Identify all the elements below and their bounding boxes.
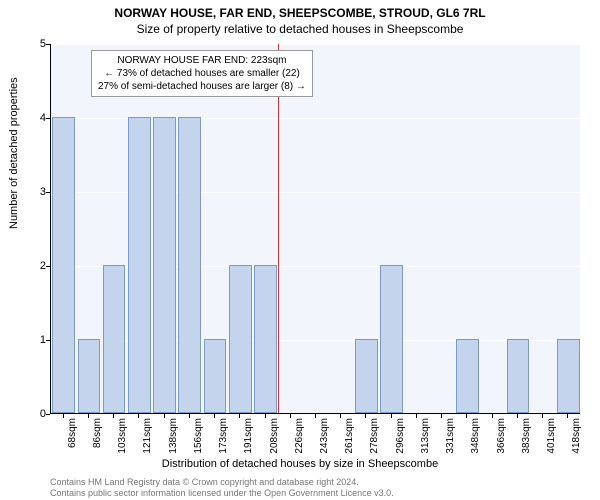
- x-tick-mark: [517, 414, 518, 418]
- callout-line1: NORWAY HOUSE FAR END: 223sqm: [98, 54, 306, 67]
- callout-box: NORWAY HOUSE FAR END: 223sqm ← 73% of de…: [91, 50, 313, 97]
- histogram-bar: [128, 117, 151, 413]
- x-tick-label: 296sqm: [395, 418, 406, 454]
- x-tick-mark: [63, 414, 64, 418]
- x-tick-mark: [290, 414, 291, 418]
- reference-line: [278, 44, 279, 413]
- x-tick-mark: [567, 414, 568, 418]
- x-tick-mark: [239, 414, 240, 418]
- x-tick-label: 138sqm: [168, 418, 179, 454]
- x-tick-label: 331sqm: [445, 418, 456, 454]
- x-tick-label: 103sqm: [117, 418, 128, 454]
- y-tick-mark: [46, 44, 50, 45]
- chart-subtitle: Size of property relative to detached ho…: [0, 22, 600, 36]
- property-size-chart: NORWAY HOUSE, FAR END, SHEEPSCOMBE, STRO…: [0, 0, 600, 500]
- y-tick-label: 4: [30, 112, 46, 124]
- x-tick-mark: [138, 414, 139, 418]
- y-tick-label: 3: [30, 186, 46, 198]
- histogram-bar: [229, 265, 252, 413]
- x-tick-mark: [391, 414, 392, 418]
- x-tick-mark: [340, 414, 341, 418]
- x-tick-label: 68sqm: [67, 418, 78, 448]
- y-tick-mark: [46, 192, 50, 193]
- x-tick-label: 261sqm: [344, 418, 355, 454]
- histogram-bar: [103, 265, 126, 413]
- x-tick-label: 121sqm: [142, 418, 153, 454]
- x-tick-mark: [441, 414, 442, 418]
- x-tick-mark: [189, 414, 190, 418]
- x-tick-label: 156sqm: [193, 418, 204, 454]
- x-tick-mark: [416, 414, 417, 418]
- x-tick-mark: [542, 414, 543, 418]
- callout-line3: 27% of semi-detached houses are larger (…: [98, 80, 306, 93]
- x-tick-label: 401sqm: [546, 418, 557, 454]
- histogram-bar: [153, 117, 176, 413]
- y-tick-label: 1: [30, 334, 46, 346]
- x-tick-mark: [365, 414, 366, 418]
- x-tick-mark: [265, 414, 266, 418]
- x-tick-label: 86sqm: [92, 418, 103, 448]
- x-tick-label: 226sqm: [294, 418, 305, 454]
- histogram-bar: [204, 339, 227, 413]
- x-axis-label: Distribution of detached houses by size …: [0, 458, 600, 470]
- x-tick-mark: [88, 414, 89, 418]
- histogram-bar: [254, 265, 277, 413]
- callout-line2: ← 73% of detached houses are smaller (22…: [98, 67, 306, 80]
- x-tick-label: 191sqm: [243, 418, 254, 454]
- histogram-bar: [507, 339, 530, 413]
- histogram-bar: [456, 339, 479, 413]
- x-tick-label: 173sqm: [218, 418, 229, 454]
- histogram-bar: [178, 117, 201, 413]
- chart-title-address: NORWAY HOUSE, FAR END, SHEEPSCOMBE, STRO…: [0, 6, 600, 20]
- x-tick-mark: [214, 414, 215, 418]
- histogram-bar: [557, 339, 580, 413]
- x-tick-label: 313sqm: [420, 418, 431, 454]
- footer-line1: Contains HM Land Registry data © Crown c…: [50, 477, 394, 488]
- x-tick-mark: [492, 414, 493, 418]
- x-tick-mark: [466, 414, 467, 418]
- footer-line2: Contains public sector information licen…: [50, 488, 394, 499]
- gridline-h: [51, 44, 580, 45]
- y-tick-mark: [46, 266, 50, 267]
- x-tick-label: 208sqm: [269, 418, 280, 454]
- x-tick-label: 418sqm: [571, 418, 582, 454]
- y-tick-mark: [46, 340, 50, 341]
- y-tick-label: 5: [30, 38, 46, 50]
- x-tick-mark: [315, 414, 316, 418]
- footer-attribution: Contains HM Land Registry data © Crown c…: [50, 477, 394, 500]
- y-tick-label: 2: [30, 260, 46, 272]
- x-tick-label: 348sqm: [470, 418, 481, 454]
- y-tick-mark: [46, 118, 50, 119]
- x-tick-label: 366sqm: [496, 418, 507, 454]
- x-tick-mark: [164, 414, 165, 418]
- histogram-bar: [78, 339, 101, 413]
- histogram-bar: [52, 117, 75, 413]
- y-tick-mark: [46, 414, 50, 415]
- plot-area: NORWAY HOUSE FAR END: 223sqm ← 73% of de…: [50, 44, 580, 414]
- x-tick-label: 243sqm: [319, 418, 330, 454]
- y-axis-label: Number of detached properties: [8, 77, 20, 229]
- histogram-bar: [355, 339, 378, 413]
- x-tick-label: 383sqm: [521, 418, 532, 454]
- y-tick-label: 0: [30, 408, 46, 420]
- x-tick-label: 278sqm: [369, 418, 380, 454]
- x-tick-mark: [113, 414, 114, 418]
- histogram-bar: [380, 265, 403, 413]
